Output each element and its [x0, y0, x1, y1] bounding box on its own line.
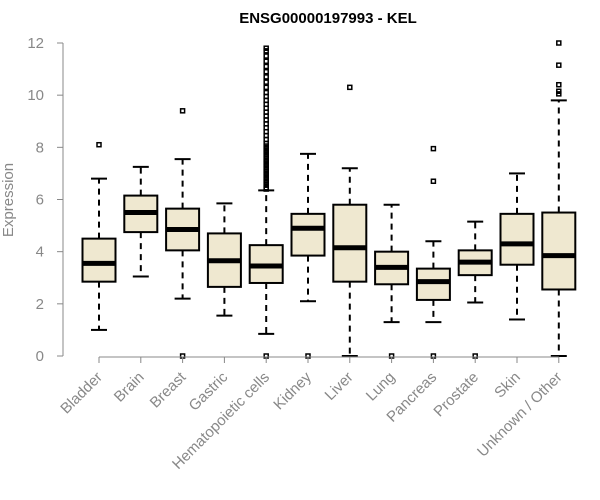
y-axis-label: Expression: [0, 163, 17, 237]
y-tick-label-10: 10: [27, 87, 44, 104]
outlier-point: [263, 74, 269, 80]
outlier-point: [430, 178, 437, 184]
x-tick-label-0: Bladder: [57, 369, 106, 418]
box-group-6: [332, 84, 368, 357]
outlier-point: [556, 62, 562, 68]
outlier-point: [263, 45, 269, 51]
x-tick-label-7: Lung: [363, 369, 399, 405]
box-group-8: [415, 145, 451, 359]
box: [415, 267, 451, 301]
x-tick-label-2: Breast: [147, 368, 190, 411]
boxes: [81, 40, 577, 359]
y-tick-label-12: 12: [27, 35, 44, 52]
y-tick-label-0: 0: [36, 348, 44, 365]
box-group-7: [374, 203, 410, 359]
outlier-point: [556, 81, 562, 88]
x-tick-label-1: Brain: [111, 369, 148, 406]
outlier-point: [96, 141, 102, 148]
outlier-point: [347, 84, 353, 91]
box-group-3: [206, 202, 242, 317]
box-group-5: [290, 152, 326, 359]
y-tick-label-6: 6: [36, 192, 44, 209]
outlier-point: [556, 88, 562, 95]
box: [499, 212, 535, 266]
y-axis: 0 2 4 6 8 10 12: [27, 35, 64, 365]
outlier-point: [263, 68, 269, 75]
box-group-9: [457, 220, 493, 359]
outlier-point: [556, 40, 562, 46]
box-group-1: [123, 165, 159, 278]
y-tick-label-8: 8: [36, 139, 44, 156]
box-group-11: [541, 40, 577, 357]
box: [541, 211, 577, 291]
y-tick-label-2: 2: [36, 296, 44, 313]
x-tick-label-6: Liver: [322, 369, 357, 404]
outlier-point: [430, 145, 437, 152]
outlier-point: [263, 63, 269, 70]
x-tick-label-5: Kidney: [270, 368, 315, 413]
y-tick-label-4: 4: [36, 244, 44, 261]
outlier-point: [263, 89, 269, 96]
box: [290, 212, 326, 257]
box-group-4: [248, 45, 284, 359]
x-tick-label-9: Prostate: [430, 369, 482, 421]
box-group-2: [165, 108, 201, 359]
box-group-0: [81, 141, 117, 331]
outlier-point: [263, 84, 269, 91]
box: [332, 203, 368, 283]
x-tick-label-10: Skin: [491, 369, 524, 402]
box-group-10: [499, 172, 535, 321]
outlier-point: [263, 79, 269, 85]
chart-title: ENSG00000197993 - KEL: [239, 10, 417, 27]
outlier-point: [179, 108, 186, 114]
outlier-point: [263, 53, 269, 59]
outlier-point: [263, 58, 269, 65]
box: [81, 237, 117, 283]
